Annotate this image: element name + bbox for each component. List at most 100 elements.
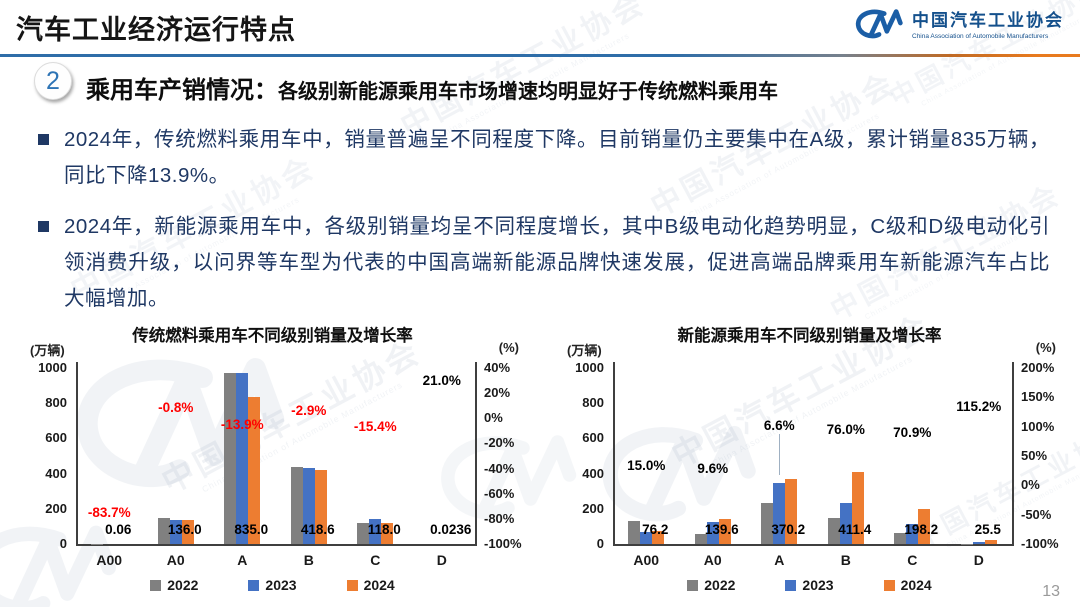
- secondary-y-tick-label: 0%: [1021, 477, 1040, 493]
- category-label: C: [370, 552, 381, 568]
- growth-label: 21.0%: [422, 372, 461, 388]
- category-label: A00: [633, 552, 660, 568]
- y-axis-line: [613, 362, 615, 544]
- growth-label: 15.0%: [627, 457, 666, 473]
- bar-2024-A: [785, 478, 798, 544]
- bar-2023-A0: [706, 521, 719, 544]
- value-label: 136.0: [167, 522, 202, 537]
- legend-swatch-2024: [883, 579, 895, 591]
- bar-2024-C: [918, 509, 931, 544]
- category-label: A00: [96, 552, 123, 568]
- secondary-y-tick-label: -100%: [484, 536, 522, 551]
- page-number: 13: [1042, 583, 1060, 600]
- secondary-y-tick-label: 150%: [1021, 389, 1055, 405]
- secondary-y-axis-line: [1012, 362, 1014, 544]
- legend-label: 2022: [704, 577, 736, 593]
- secondary-y-tick-label: 200%: [1021, 360, 1055, 375]
- secondary-y-tick-label: 0%: [484, 410, 503, 426]
- growth-label: -13.9%: [220, 416, 264, 432]
- caam-logo-en: China Association of Automobile Manufact…: [912, 33, 1049, 40]
- y-tick-label: 400: [582, 465, 604, 481]
- legend-swatch-2023: [248, 579, 260, 591]
- bar-2024-B: [851, 471, 864, 544]
- leader-line: [779, 434, 781, 476]
- bar-2022-A0: [157, 518, 170, 544]
- value-label: 76.2: [642, 522, 669, 537]
- category-label: B: [303, 552, 314, 568]
- growth-label: 70.9%: [893, 424, 932, 440]
- section-number-badge: 2: [34, 62, 72, 100]
- chart-title: 传统燃料乘用车不同级别销量及增长率: [132, 327, 413, 345]
- category-label: B: [840, 552, 851, 568]
- bar-2024-D: [984, 539, 997, 544]
- chart-title: 新能源乘用车不同级别销量及增长率: [677, 327, 942, 345]
- page-title: 汽车工业经济运行特点: [16, 15, 296, 45]
- growth-label: 6.6%: [763, 418, 795, 434]
- section-heading-main: 乘用车产销情况：: [86, 77, 278, 104]
- bar-2023-A0: [169, 519, 182, 544]
- legend-item: 2022: [687, 577, 735, 593]
- value-label: 835.0: [234, 522, 269, 537]
- legend-item: 2023: [248, 577, 297, 593]
- secondary-y-tick-label: 100%: [1021, 418, 1055, 434]
- bar-2024-A00: [652, 530, 665, 544]
- chart-traditional-fuel: 传统燃料乘用车不同级别销量及增长率 (万辆) (%) 0 200 400 600 800 100…: [20, 322, 525, 607]
- legend-swatch-2022: [150, 579, 162, 591]
- secondary-y-tick-label: -20%: [484, 435, 515, 451]
- legend-swatch-2024: [346, 579, 358, 591]
- caam-logo-cn: 中国汽车工业协会: [912, 11, 1064, 30]
- category-label: D: [973, 552, 984, 568]
- legend: 2022 2023 2024: [20, 577, 525, 593]
- secondary-y-axis-line: [475, 362, 477, 544]
- bar-2023-D: [972, 541, 985, 544]
- growth-label: -15.4%: [353, 418, 397, 434]
- y-axis-line: [76, 362, 78, 544]
- legend-item: 2023: [785, 577, 834, 593]
- growth-label: 115.2%: [956, 398, 1002, 414]
- category-label: A: [774, 552, 785, 568]
- category-label: A: [237, 552, 248, 568]
- category-label: D: [436, 552, 447, 568]
- y-tick-label: 200: [45, 500, 67, 516]
- bar-2023-A: [236, 373, 249, 544]
- legend-label: 2022: [167, 577, 199, 593]
- y-tick-label: 800: [45, 395, 67, 411]
- header-divider: [0, 54, 1080, 57]
- bar-2022-A: [761, 502, 774, 544]
- secondary-y-tick-label: -80%: [484, 510, 515, 526]
- legend-item: 2024: [346, 577, 395, 593]
- y-tick-label: 1000: [575, 360, 604, 375]
- bar-2022-C: [894, 532, 907, 544]
- secondary-y-tick-label: 40%: [484, 360, 511, 375]
- bar-2024-A: [248, 397, 261, 544]
- legend-item: 2022: [150, 577, 198, 593]
- y-tick-label: 1000: [38, 360, 67, 375]
- bar-2024-A0: [181, 520, 194, 544]
- category-label: A0: [166, 552, 185, 568]
- legend-swatch-2022: [687, 579, 699, 591]
- growth-label: -2.9%: [291, 402, 327, 418]
- bar-2023-A: [773, 482, 786, 544]
- bar-2024-A0: [718, 519, 731, 544]
- legend-label: 2024: [363, 577, 395, 593]
- section-heading-sub: 各级别新能源乘用车市场增速均明显好于传统燃料乘用车: [278, 81, 778, 103]
- bar-2022-B: [290, 466, 303, 544]
- value-label: 411.4: [838, 522, 872, 537]
- y-tick-label: 600: [582, 430, 604, 446]
- value-label: 418.6: [300, 522, 335, 537]
- value-label: 139.6: [704, 522, 739, 537]
- caam-logo: 中国汽车工业协会 China Association of Automobile…: [852, 6, 1064, 40]
- axis-unit-left: (万辆): [30, 343, 65, 358]
- secondary-y-tick-label: -100%: [1021, 536, 1059, 551]
- secondary-y-tick-label: 20%: [484, 385, 511, 401]
- axis-unit-left: (万辆): [567, 343, 602, 358]
- growth-label: 76.0%: [826, 421, 865, 437]
- axis-unit-right: (%): [1035, 340, 1056, 355]
- x-axis-line: [613, 544, 1014, 546]
- bar-2023-B: [839, 502, 852, 544]
- legend-item: 2024: [883, 577, 932, 593]
- legend-label: 2023: [265, 577, 297, 593]
- axis-unit-right: (%): [498, 340, 519, 355]
- value-label: 0.0236: [430, 522, 472, 537]
